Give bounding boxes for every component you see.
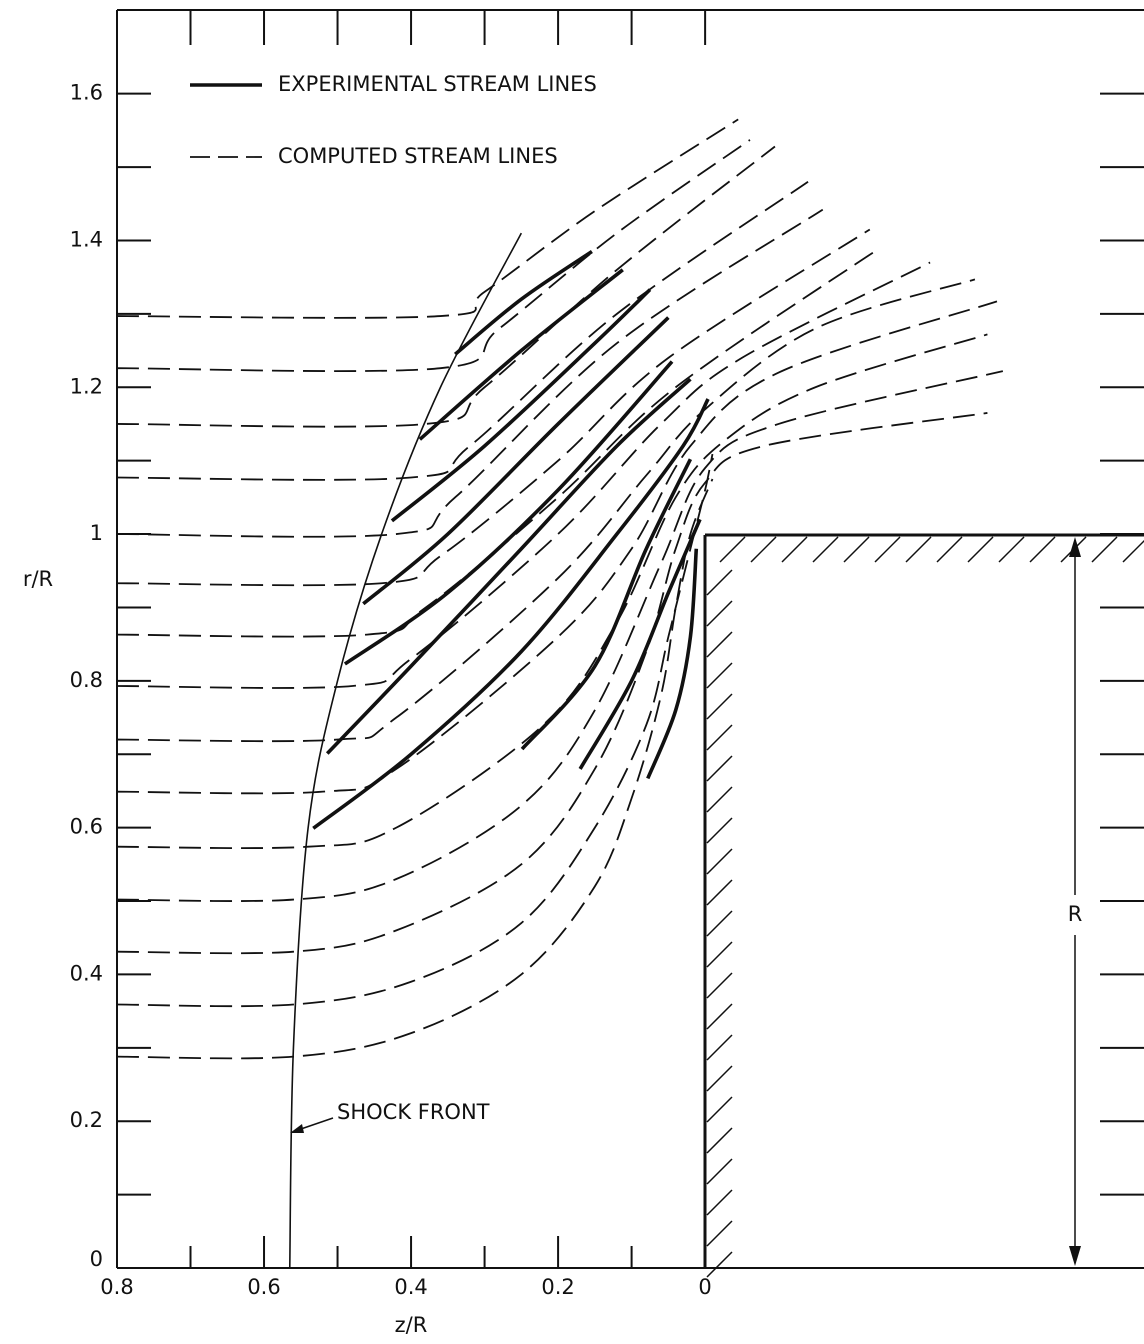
experimental-streamline [325, 377, 692, 755]
arrow-head [290, 1124, 304, 1133]
hatch-line [706, 848, 733, 875]
hatch-line [843, 536, 870, 563]
experimental-streamline [646, 548, 699, 780]
hatch-line [706, 1034, 733, 1061]
x-tick-label: 0.2 [541, 1275, 574, 1299]
hatch-line [706, 569, 733, 596]
hatch-line [706, 600, 733, 627]
x-axis-label: z/R [395, 1313, 428, 1337]
hatch-line [706, 662, 733, 689]
y-tick-label: 1.6 [70, 81, 103, 105]
y-tick-label: 0.6 [70, 815, 103, 839]
hatch-line [706, 879, 733, 906]
hatch-line [706, 1220, 733, 1247]
dimension-label: R [1068, 902, 1083, 926]
hatch-line [706, 817, 733, 844]
x-tick-label: 0 [698, 1275, 711, 1299]
computed-streamline [116, 278, 976, 743]
hatch-line [750, 536, 777, 563]
hatch-line [812, 536, 839, 563]
hatch-line [706, 1189, 733, 1216]
y-tick-label: 1.4 [70, 227, 103, 251]
computed-streamline [116, 181, 809, 481]
legend-label: COMPUTED STREAM LINES [278, 144, 558, 168]
hatch-line [719, 536, 746, 563]
y-tick-label: 0.4 [70, 961, 103, 985]
experimental-streamline [520, 458, 693, 751]
computed-streamline [116, 261, 931, 689]
y-tick-label: 0 [90, 1247, 103, 1271]
computed-streamline [116, 145, 776, 428]
computed-streamline [116, 228, 871, 587]
computed-streamline [116, 333, 988, 850]
hatch-line [706, 941, 733, 968]
hatch-line [936, 536, 963, 563]
hatch-line [706, 1158, 733, 1185]
annotation-arrow [297, 1117, 334, 1131]
computed-streamline [116, 370, 1004, 902]
hatch-line [1091, 536, 1118, 563]
hatch-line [706, 1127, 733, 1154]
hatch-line [1029, 536, 1056, 563]
hatch-line [905, 536, 932, 563]
annotation: SHOCK FRONT [337, 1100, 490, 1124]
y-axis-label: r/R [23, 567, 53, 591]
hatch-line [706, 1065, 733, 1092]
y-tick-label: 1 [90, 521, 103, 545]
hatch-line [706, 631, 733, 658]
experimental-streamline [312, 398, 710, 830]
computed-streamline [116, 478, 714, 1060]
hatch-line [706, 755, 733, 782]
legend-label: EXPERIMENTAL STREAM LINES [278, 72, 597, 96]
hatch-line [1122, 539, 1144, 563]
hatch-line [706, 1003, 733, 1030]
experimental-streamline [343, 360, 674, 666]
hatch-line [874, 536, 901, 563]
hatch-line [706, 910, 733, 937]
computed-streamline [116, 300, 998, 795]
y-tick-label: 0.2 [70, 1108, 103, 1132]
computed-streamline [116, 139, 751, 373]
hatch-line [781, 536, 808, 563]
x-tick-label: 0.8 [100, 1275, 133, 1299]
hatching [706, 536, 1144, 1278]
computed-streamline [116, 412, 988, 955]
y-tick-label: 1.2 [70, 374, 103, 398]
experimental-streamline [362, 316, 670, 606]
computed-streamline [116, 453, 714, 1008]
arrow-head [1069, 1246, 1081, 1266]
computed-streamline [116, 208, 824, 538]
hatch-line [706, 724, 733, 751]
hatch-line [998, 536, 1025, 563]
experimental-streamline [390, 288, 652, 523]
hatch-line [706, 786, 733, 813]
experimental-streamline [454, 249, 593, 356]
hatch-line [706, 1096, 733, 1123]
computed-streamline [116, 118, 739, 319]
x-tick-label: 0.4 [394, 1275, 427, 1299]
shock-front [288, 232, 523, 1269]
hatch-line [706, 693, 733, 720]
arrow-head [1069, 537, 1081, 557]
experimental-streamline [418, 268, 624, 441]
x-tick-label: 0.6 [247, 1275, 280, 1299]
y-tick-label: 0.8 [70, 668, 103, 692]
hatch-line [706, 972, 733, 999]
hatch-line [706, 1251, 733, 1278]
hatch-line [967, 536, 994, 563]
computed-streamline [116, 247, 881, 638]
